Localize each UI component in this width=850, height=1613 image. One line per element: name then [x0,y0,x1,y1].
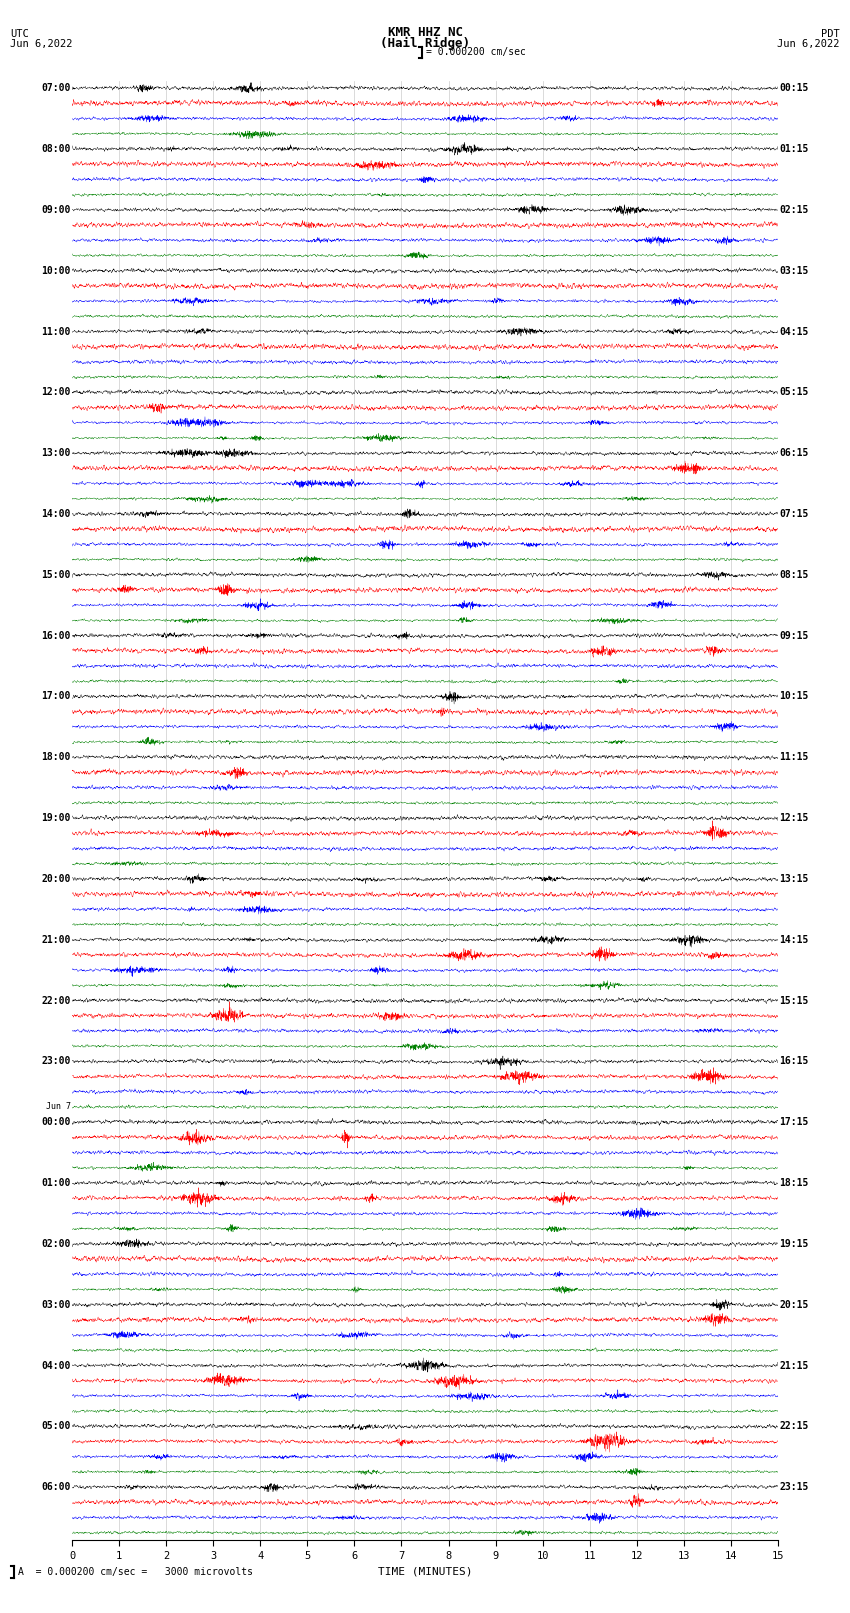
Text: 08:15: 08:15 [779,569,808,579]
Text: 05:00: 05:00 [42,1421,71,1431]
X-axis label: TIME (MINUTES): TIME (MINUTES) [377,1566,473,1576]
Text: 13:00: 13:00 [42,448,71,458]
Text: Jun 6,2022: Jun 6,2022 [10,39,73,48]
Text: 08:00: 08:00 [42,144,71,155]
Text: 12:15: 12:15 [779,813,808,823]
Text: KMR HHZ NC: KMR HHZ NC [388,26,462,39]
Text: 15:00: 15:00 [42,569,71,579]
Text: 14:00: 14:00 [42,510,71,519]
Text: 04:15: 04:15 [779,326,808,337]
Text: 17:00: 17:00 [42,692,71,702]
Text: 09:00: 09:00 [42,205,71,215]
Text: 03:15: 03:15 [779,266,808,276]
Text: 10:00: 10:00 [42,266,71,276]
Text: 06:15: 06:15 [779,448,808,458]
Text: 23:15: 23:15 [779,1482,808,1492]
Text: 21:00: 21:00 [42,936,71,945]
Text: 18:15: 18:15 [779,1177,808,1189]
Text: A  = 0.000200 cm/sec =   3000 microvolts: A = 0.000200 cm/sec = 3000 microvolts [18,1566,252,1578]
Text: 23:00: 23:00 [42,1057,71,1066]
Text: Jun 6,2022: Jun 6,2022 [777,39,840,48]
Text: 07:15: 07:15 [779,510,808,519]
Text: 16:15: 16:15 [779,1057,808,1066]
Text: 18:00: 18:00 [42,752,71,763]
Text: 15:15: 15:15 [779,995,808,1005]
Text: 22:15: 22:15 [779,1421,808,1431]
Text: (Hail Ridge): (Hail Ridge) [380,37,470,50]
Text: 14:15: 14:15 [779,936,808,945]
Text: 22:00: 22:00 [42,995,71,1005]
Text: 06:00: 06:00 [42,1482,71,1492]
Text: 01:00: 01:00 [42,1177,71,1189]
Text: 02:00: 02:00 [42,1239,71,1248]
Text: 12:00: 12:00 [42,387,71,397]
Text: 07:00: 07:00 [42,84,71,94]
Text: 05:15: 05:15 [779,387,808,397]
Text: 19:15: 19:15 [779,1239,808,1248]
Text: 20:00: 20:00 [42,874,71,884]
Text: Jun 7: Jun 7 [46,1102,71,1111]
Text: 09:15: 09:15 [779,631,808,640]
Text: 16:00: 16:00 [42,631,71,640]
Text: 13:15: 13:15 [779,874,808,884]
Text: 20:15: 20:15 [779,1300,808,1310]
Text: UTC: UTC [10,29,29,39]
Text: 01:15: 01:15 [779,144,808,155]
Text: 00:15: 00:15 [779,84,808,94]
Text: 17:15: 17:15 [779,1118,808,1127]
Text: 03:00: 03:00 [42,1300,71,1310]
Text: 11:15: 11:15 [779,752,808,763]
Text: = 0.000200 cm/sec: = 0.000200 cm/sec [426,47,525,58]
Text: 19:00: 19:00 [42,813,71,823]
Text: 11:00: 11:00 [42,326,71,337]
Text: 21:15: 21:15 [779,1360,808,1371]
Text: 04:00: 04:00 [42,1360,71,1371]
Text: 10:15: 10:15 [779,692,808,702]
Text: PDT: PDT [821,29,840,39]
Text: 02:15: 02:15 [779,205,808,215]
Text: 00:00: 00:00 [42,1118,71,1127]
